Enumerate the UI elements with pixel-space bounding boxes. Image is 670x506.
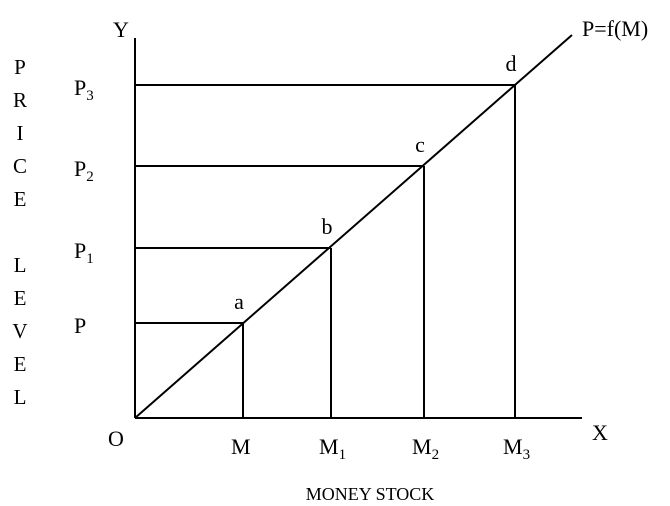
- x-axis-label: X: [592, 420, 608, 445]
- label-sub: 3: [523, 447, 531, 463]
- point-label: c: [415, 132, 425, 157]
- tick-label: P: [74, 313, 86, 338]
- label-main: P: [74, 75, 86, 100]
- curve-label: P=f(M): [582, 16, 648, 41]
- x-axis-title: MONEY STOCK: [306, 484, 435, 504]
- label-sub: 3: [86, 88, 94, 104]
- label-main: P: [74, 156, 86, 181]
- tick-label: M1: [319, 434, 346, 463]
- label-main: M: [319, 434, 339, 459]
- point-label: b: [322, 214, 333, 239]
- tick-label: M2: [412, 434, 439, 463]
- tick-label: P1: [74, 238, 94, 267]
- label-main: M: [412, 434, 432, 459]
- y-axis-label: Y: [113, 17, 129, 42]
- label-main: P: [74, 238, 86, 263]
- label-main: M: [231, 434, 251, 459]
- label-sub: 2: [86, 169, 94, 185]
- label-main: P: [74, 313, 86, 338]
- tick-label: M3: [503, 434, 530, 463]
- label-sub: 1: [339, 447, 347, 463]
- label-sub: 2: [432, 447, 440, 463]
- label-sub: 1: [86, 251, 94, 267]
- point-label: a: [234, 289, 244, 314]
- origin-label: O: [108, 426, 124, 451]
- label-main: M: [503, 434, 523, 459]
- point-label: d: [506, 51, 517, 76]
- tick-label: M: [231, 434, 251, 459]
- tick-label: P3: [74, 75, 94, 104]
- curve: [134, 34, 573, 419]
- y-axis-title: PRICE LEVEL: [8, 55, 32, 418]
- tick-label: P2: [74, 156, 94, 185]
